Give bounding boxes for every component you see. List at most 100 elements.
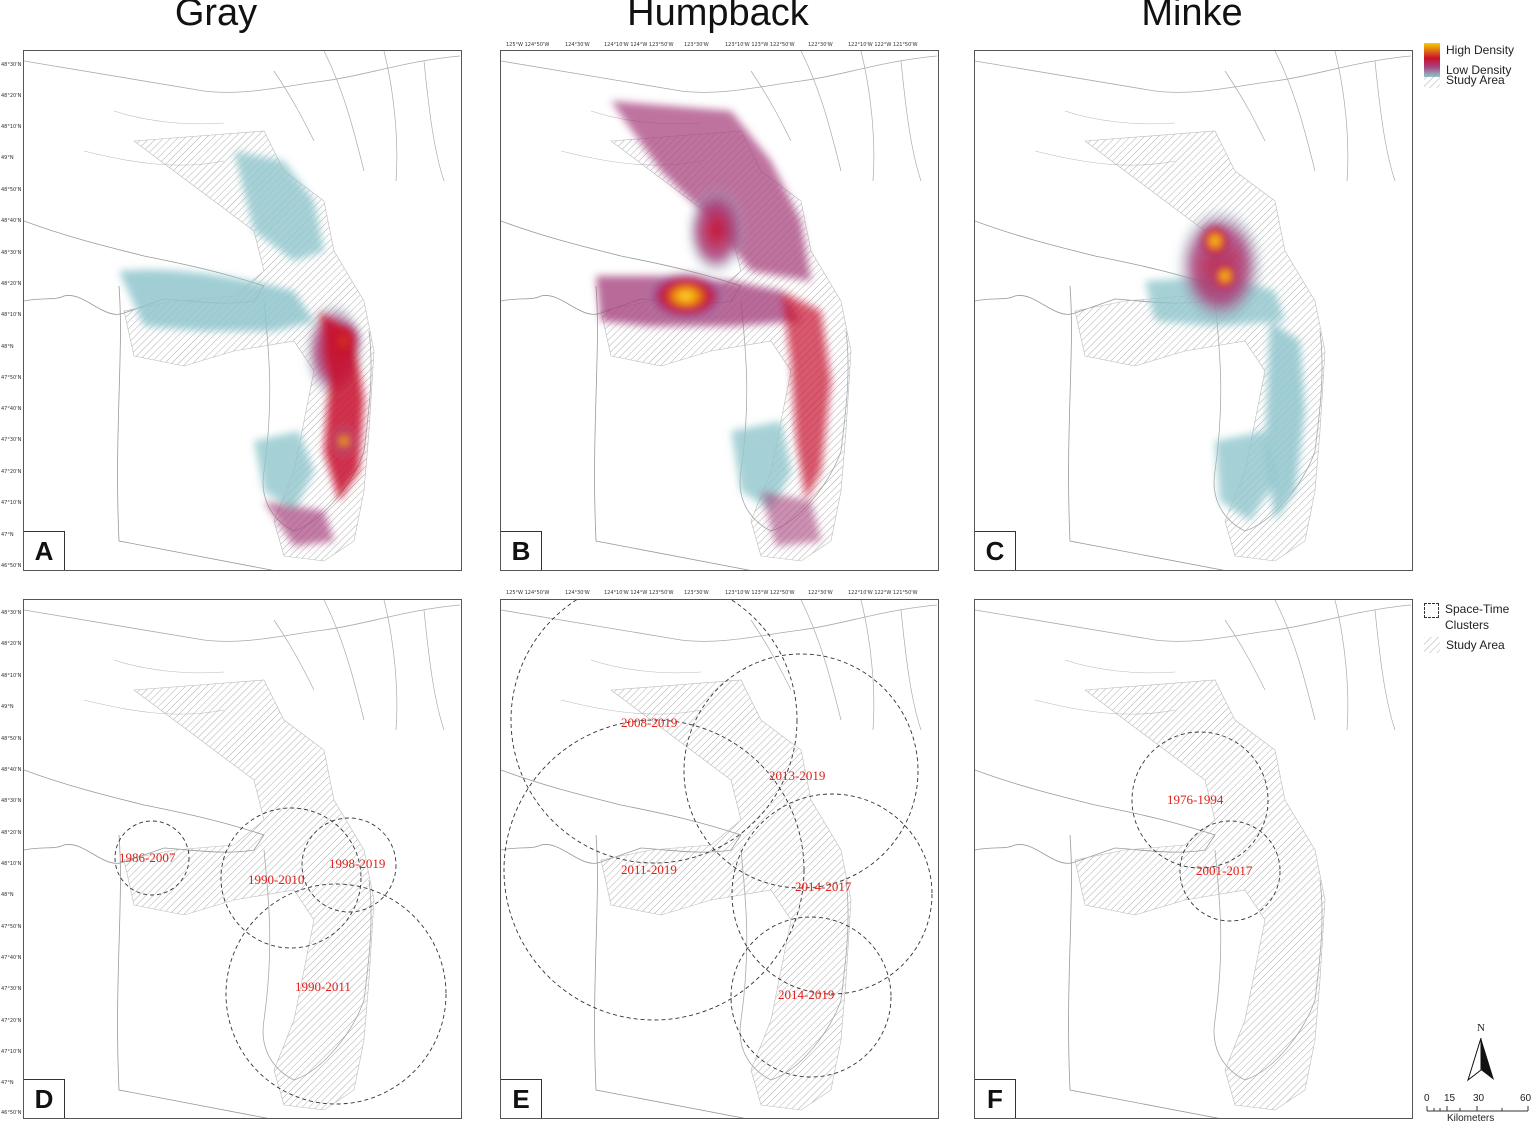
scale-tick-15: 15 — [1444, 1093, 1456, 1104]
lon-tick-b-6: 122°30'W — [808, 42, 833, 48]
lat-tick-a-17: 46°50'N — [1, 563, 22, 569]
lat-tick-d-1: 48°30'N — [1, 610, 22, 616]
lat-tick-a-15: 47°10'N — [1, 500, 22, 506]
legend-study-area-bottom-label: Study Area — [1446, 638, 1505, 652]
cluster-label-e-3: 2011-2019 — [621, 862, 677, 877]
lat-tick-d-8: 48°20'N — [1, 830, 22, 836]
lat-tick-a-14: 47°20'N — [1, 469, 22, 475]
map-e-svg — [501, 600, 938, 1118]
map-c-svg — [975, 51, 1412, 570]
lat-tick-d-6: 48°40'N — [1, 767, 22, 773]
lat-tick-d-7: 48°30'N — [1, 798, 22, 804]
lat-tick-a-9: 48°10'N — [1, 312, 22, 318]
title-gray: Gray — [174, 0, 258, 34]
lat-tick-d-3: 48°10'N — [1, 673, 22, 679]
study-area-swatch — [1424, 72, 1440, 88]
cluster-circle-e-5 — [730, 916, 892, 1078]
lat-tick-a-3: 48°10'N — [1, 124, 22, 130]
lon-tick-e-3: 124°10'W 124°W 123°50'W — [604, 590, 674, 596]
panel-label-a: A — [24, 531, 65, 570]
lon-tick-e-2: 124°30'W — [565, 590, 590, 596]
cluster-circle-e-3 — [503, 719, 805, 1021]
map-d-svg — [24, 600, 461, 1118]
lat-tick-d-16: 47°N — [1, 1080, 14, 1086]
study-area-swatch-bottom — [1424, 637, 1440, 653]
north-arrow-icon — [1467, 1038, 1494, 1082]
cluster-label-e-1: 2008-2019 — [621, 715, 678, 730]
legend-high-density: High Density — [1446, 43, 1515, 57]
lat-tick-a-8: 48°20'N — [1, 281, 22, 287]
scale-bar — [1426, 1106, 1529, 1112]
north-label: N — [1477, 1022, 1485, 1034]
lon-tick-e-6: 122°30'W — [808, 590, 833, 596]
lat-tick-d-14: 47°20'N — [1, 1018, 22, 1024]
map-panel-b: B — [500, 50, 939, 571]
map-panel-f: 1976-1994 2001-2017 F — [974, 599, 1413, 1119]
lat-tick-a-12: 47°40'N — [1, 406, 22, 412]
cluster-circle-d-1 — [114, 820, 190, 896]
lat-tick-a-10: 48°N — [1, 344, 14, 350]
map-a-svg — [24, 51, 461, 570]
cluster-label-f-1: 1976-1994 — [1167, 792, 1224, 807]
lat-tick-d-13: 47°30'N — [1, 986, 22, 992]
lon-tick-b-4: 123°30'W — [684, 42, 709, 48]
cluster-label-d-4: 1990-2011 — [295, 979, 351, 994]
cluster-swatch — [1424, 603, 1439, 618]
lat-tick-a-6: 48°40'N — [1, 218, 22, 224]
lat-tick-d-11: 47°50'N — [1, 924, 22, 930]
lat-tick-a-11: 47°50'N — [1, 375, 22, 381]
lon-tick-e-5: 123°10'W 123°W 122°50'W — [725, 590, 795, 596]
lon-tick-b-5: 123°10'W 123°W 122°50'W — [725, 42, 795, 48]
legend-study-area-top: Study Area — [1424, 70, 1514, 90]
legend-study-area-bottom: Study Area — [1424, 635, 1525, 655]
map-panel-d: 1986-2007 1990-2010 1998-2019 1990-2011 … — [23, 599, 462, 1119]
lat-tick-d-10: 48°N — [1, 892, 14, 898]
legend-clusters: Space-Time Clusters Study Area — [1424, 601, 1525, 655]
lon-tick-e-7: 122°10'W 122°W 121°50'W — [848, 590, 918, 596]
lat-tick-d-17: 46°50'N — [1, 1110, 22, 1116]
cluster-label-e-2: 2013-2019 — [769, 768, 826, 783]
cluster-label-e-5: 2014-2019 — [778, 987, 835, 1002]
cluster-circle-e-2 — [683, 653, 919, 889]
title-humpback: Humpback — [627, 0, 809, 34]
scale-tick-0: 0 — [1424, 1093, 1430, 1104]
cluster-circle-d-3 — [301, 817, 397, 913]
panel-label-b: B — [501, 531, 542, 570]
lat-tick-a-13: 47°30'N — [1, 437, 22, 443]
cluster-circle-d-4 — [225, 883, 447, 1105]
lon-tick-e-1: 125°W 124°50'W — [506, 590, 550, 596]
lon-tick-b-7: 122°10'W 122°W 121°50'W — [848, 42, 918, 48]
lon-tick-b-3: 124°10'W 124°W 123°50'W — [604, 42, 674, 48]
panel-label-c: C — [975, 531, 1016, 570]
cluster-label-d-2: 1990-2010 — [248, 872, 305, 887]
legend-clusters-label: Space-Time Clusters — [1445, 602, 1510, 632]
cluster-circle-f-2 — [1179, 820, 1281, 922]
lat-tick-d-4: 49°N — [1, 704, 14, 710]
map-b-svg — [501, 51, 938, 570]
scale-tick-60: 60 — [1520, 1093, 1532, 1104]
panel-label-f: F — [975, 1079, 1016, 1118]
scale-unit: Kilometers — [1447, 1113, 1495, 1124]
lon-tick-b-1: 125°W 124°50'W — [506, 42, 550, 48]
lat-tick-d-12: 47°40'N — [1, 955, 22, 961]
cluster-label-e-4: 2014-2017 — [795, 879, 852, 894]
lat-tick-a-5: 48°50'N — [1, 187, 22, 193]
lat-tick-d-9: 48°10'N — [1, 861, 22, 867]
lon-tick-b-2: 124°30'W — [565, 42, 590, 48]
cluster-label-d-1: 1986-2007 — [119, 850, 176, 865]
lat-tick-d-2: 48°20'N — [1, 641, 22, 647]
legend-study-area-label: Study Area — [1446, 73, 1505, 87]
cluster-circle-f-1 — [1131, 731, 1269, 869]
lat-tick-a-7: 48°30'N — [1, 250, 22, 256]
lat-tick-a-16: 47°N — [1, 532, 14, 538]
panel-label-d: D — [24, 1079, 65, 1118]
map-f-svg — [975, 600, 1412, 1118]
legend-density-scale: High Density Low Density — [1424, 43, 1514, 77]
cluster-label-f-2: 2001-2017 — [1196, 863, 1253, 878]
scale-tick-30: 30 — [1473, 1093, 1485, 1104]
lat-tick-a-4: 49°N — [1, 155, 14, 161]
cluster-circle-e-1 — [510, 600, 798, 864]
lat-tick-d-5: 48°50'N — [1, 736, 22, 742]
lat-tick-a-2: 48°20'N — [1, 93, 22, 99]
map-panel-a: A — [23, 50, 462, 571]
